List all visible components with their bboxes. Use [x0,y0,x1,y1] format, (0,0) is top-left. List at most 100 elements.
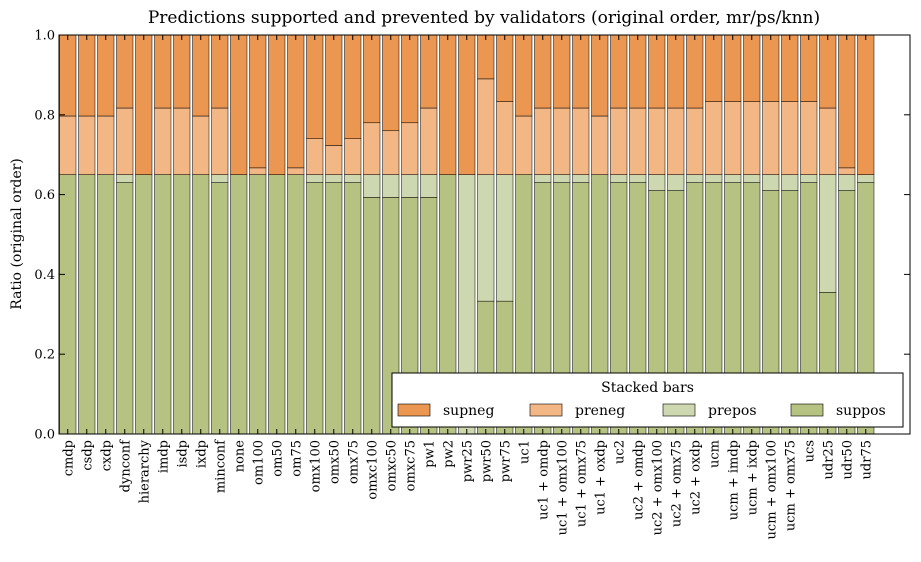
x-tick-label: ixdp [194,440,209,468]
bar-segment-prepos [325,174,343,183]
bar-segment-supneg [743,34,761,102]
bar-segment-suppos [249,174,267,435]
bar-segment-supneg [420,34,438,109]
bar-segment-preneg [838,167,856,175]
bar-segment-preneg [325,145,343,175]
bar-segment-supneg [762,34,780,102]
x-tick-label: pw1 [422,440,437,468]
bar-segment-preneg [591,115,609,175]
bar-segment-preneg [344,138,362,175]
bar-segment-supneg [819,34,837,109]
bar-segment-supneg [211,34,229,109]
bar-segment-supneg [838,34,856,169]
x-tick-label: udr50 [840,440,855,479]
bar-segment-prepos [116,174,134,183]
x-axis: cmdp csdp cxdp dynconf hierarchy imdp isdp ixdp… [61,35,874,539]
bar-segment-preneg [173,107,191,175]
bar-segment-prepos [857,174,875,183]
bar-segment-prepos [572,174,590,183]
x-tick-label: uc1 + omdp [536,440,551,520]
bar-segment-preneg [382,130,400,175]
bar-segment-suppos [230,174,248,435]
bar-segment-supneg [705,34,723,102]
bar-segment-suppos [78,174,96,435]
x-tick-label: uc1 + oxdp [593,440,608,515]
x-tick-label: omxc75 [403,440,418,491]
bar-segment-preneg [211,107,229,175]
bar-segment-supneg [857,34,875,175]
bar-segment-preneg [534,107,552,175]
bar-segment-prepos [553,174,571,183]
x-tick-label: ucm + omx100 [764,440,779,539]
bar-segment-preneg [781,101,799,175]
x-tick-label: pwr25 [460,440,475,482]
bar-segment-supneg [230,34,248,175]
bar-segment-preneg [648,107,666,175]
bar-segment-supneg [192,34,210,117]
bar-segment-supneg [477,34,495,80]
bar-segment-supneg [78,34,96,117]
y-tick-label: 0.2 [34,348,55,363]
y-tick-label: 0.4 [34,268,55,283]
bar-segment-supneg [268,34,286,175]
bar-segment-prepos [838,174,856,191]
bar-segment-supneg [173,34,191,109]
x-tick-label: omxc100 [365,440,380,500]
bar-segment-supneg [287,34,305,169]
bar-segment-suppos [154,174,172,435]
x-tick-label: ucm + ixdp [745,440,760,515]
bar-segment-supneg [686,34,704,109]
legend-swatch-preneg [529,403,563,417]
bar-segment-preneg [724,101,742,175]
bar-segment-prepos [363,174,381,198]
bar-segment-prepos [420,174,438,198]
bar-segment-suppos [268,174,286,435]
bar-segment-prepos [705,174,723,183]
bar-segment-supneg [781,34,799,102]
bar-segment-supneg [59,34,77,117]
bar-segment-suppos [59,174,77,435]
bar-segment-preneg [249,167,267,175]
y-axis: 0.0 0.2 0.4 0.6 0.8 1.0 [34,29,910,443]
bar-segment-supneg [534,34,552,109]
x-tick-label: uc1 [517,440,532,464]
bar-segment-prepos [686,174,704,183]
bar-segment-prepos [800,174,818,183]
y-tick-label: 0.0 [34,428,55,443]
x-tick-label: uc2 + omdp [631,440,646,520]
bar-segment-suppos [325,182,343,435]
bar-segment-suppos [116,182,134,435]
bar-segment-supneg [629,34,647,109]
legend-box [391,372,904,428]
x-tick-label: omx100 [308,440,323,492]
x-tick-label: ucm + omx75 [783,440,798,531]
x-tick-label: uc2 + oxdp [688,440,703,515]
bar-segment-supneg [648,34,666,109]
bar-segment-supneg [667,34,685,109]
bar-segment-supneg [572,34,590,109]
legend-label-preneg: preneg [575,403,625,419]
bar-segment-preneg [97,115,115,175]
bar-segment-supneg [591,34,609,117]
x-tick-label: minconf [213,439,228,493]
bar-segment-preneg [515,115,533,175]
legend-swatch-suppos [790,403,824,417]
bar-segment-supneg [363,34,381,124]
x-tick-label: uc1 + omx75 [574,440,589,527]
legend-title: Stacked bars [601,380,694,396]
bar-segment-preneg [78,115,96,175]
x-tick-label: omx75 [346,440,361,484]
bar-segment-supneg [325,34,343,146]
x-tick-label: om75 [289,440,304,477]
x-tick-label: isdp [175,440,190,467]
legend-label-suppos: suppos [836,403,886,419]
bar-segment-prepos [819,174,837,293]
bar-segment-prepos [629,174,647,183]
legend-swatch-supneg [397,403,431,417]
bar-segment-preneg [705,101,723,175]
x-tick-label: hierarchy [137,439,152,503]
legend: Stacked bars supneg preneg prepos suppos [391,372,904,428]
bar-segment-preneg [762,101,780,175]
bar-segment-supneg [344,34,362,139]
